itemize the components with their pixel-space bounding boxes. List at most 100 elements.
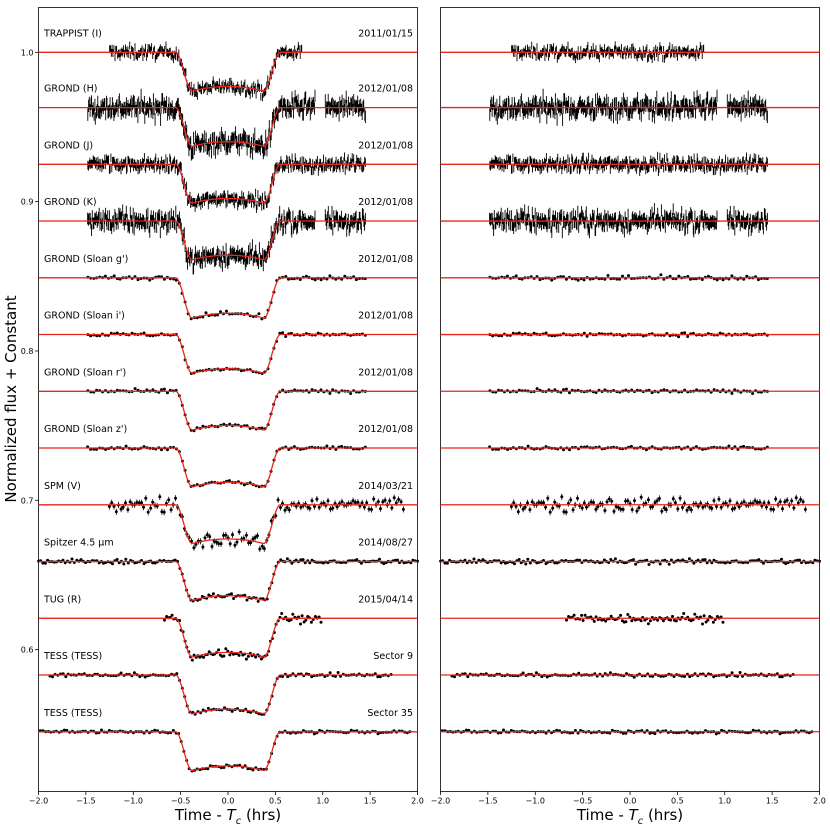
residual-point xyxy=(648,619,652,623)
light-curve xyxy=(38,387,418,433)
residual-point xyxy=(580,506,584,510)
residual-point xyxy=(472,557,476,561)
data-point xyxy=(381,500,385,504)
data-point xyxy=(143,675,147,679)
residual-point xyxy=(673,501,677,505)
residual-point xyxy=(733,388,737,392)
residual-point xyxy=(717,497,721,501)
data-point xyxy=(115,331,119,335)
data-point xyxy=(299,558,303,562)
data-point xyxy=(225,309,228,313)
residual-point xyxy=(603,277,607,281)
residual-point xyxy=(521,671,525,675)
residual-point xyxy=(596,505,600,509)
data-point xyxy=(142,505,146,509)
data-point xyxy=(231,533,234,537)
x-axis-label-right: Time - Tc (hrs) xyxy=(576,806,683,827)
data-point xyxy=(331,388,335,392)
residual-point xyxy=(633,499,636,503)
data-point xyxy=(174,278,178,282)
residual-point xyxy=(647,563,651,566)
data-point xyxy=(286,675,290,679)
residual-point xyxy=(572,613,576,617)
data-point xyxy=(300,614,304,618)
residual-point xyxy=(730,274,734,278)
residual-point xyxy=(619,507,623,511)
residual-point xyxy=(785,498,789,502)
data-point xyxy=(158,495,162,499)
residual-point xyxy=(607,497,611,501)
residual-point xyxy=(767,501,771,505)
light-curve-date: Sector 35 xyxy=(367,708,413,719)
x-tick-label: −2.0 xyxy=(29,797,48,806)
x-tick-label: 1.0 xyxy=(316,797,329,806)
data-point xyxy=(175,672,179,676)
transit-model-line xyxy=(38,560,418,601)
data-point xyxy=(126,508,130,512)
residual-point xyxy=(780,675,784,679)
residual-point xyxy=(721,620,725,624)
residual-point xyxy=(612,509,616,513)
residual-point xyxy=(594,507,598,511)
x-tick-label: −1.0 xyxy=(526,797,545,806)
residual-point xyxy=(676,507,680,511)
residual-point xyxy=(742,277,746,281)
residual-curve xyxy=(440,331,820,339)
residual-point xyxy=(466,675,470,679)
data-point xyxy=(246,654,250,658)
light-curve xyxy=(38,41,418,102)
data-point xyxy=(353,501,357,505)
data-point xyxy=(190,658,194,662)
data-point xyxy=(114,510,118,514)
data-point xyxy=(136,278,140,282)
residual-point xyxy=(605,500,609,504)
light-curve-name: TRAPPIST (I) xyxy=(43,28,102,39)
data-point xyxy=(62,728,66,732)
light-curve-date: 2012/01/08 xyxy=(358,311,413,322)
data-point xyxy=(233,543,237,547)
data-point xyxy=(144,496,148,500)
data-point xyxy=(244,657,248,661)
data-point xyxy=(133,387,137,391)
residual-point xyxy=(577,671,581,675)
light-curve xyxy=(38,493,418,553)
residual-point xyxy=(548,510,552,514)
residual-point xyxy=(553,500,557,504)
data-point xyxy=(146,510,150,514)
residual-point xyxy=(534,671,538,675)
residual-point xyxy=(608,671,612,675)
data-point xyxy=(401,507,405,511)
data-point xyxy=(399,500,403,504)
data-point xyxy=(128,500,132,504)
residual-point xyxy=(669,558,673,562)
data-point xyxy=(382,562,386,566)
data-point xyxy=(322,501,326,505)
transit-model-line xyxy=(38,51,418,92)
residual-point xyxy=(783,500,787,504)
data-point xyxy=(312,732,316,736)
data-point xyxy=(349,728,353,732)
residual-point xyxy=(637,506,641,510)
residual-point xyxy=(630,508,634,512)
residual-point xyxy=(528,561,532,565)
residual-point xyxy=(662,388,666,392)
data-point xyxy=(228,653,232,657)
residual-point xyxy=(445,561,449,565)
data-point xyxy=(224,647,228,651)
data-point xyxy=(160,510,164,514)
data-point xyxy=(202,655,206,659)
data-point xyxy=(235,540,239,544)
residual-point xyxy=(582,278,586,282)
light-curve-name: GROND (Sloan g') xyxy=(44,254,128,265)
residual-point xyxy=(742,444,746,448)
x-tick-label: −1.5 xyxy=(478,797,497,806)
data-point xyxy=(222,766,226,769)
data-point xyxy=(41,561,45,565)
data-point xyxy=(103,274,107,278)
residual-point xyxy=(545,675,549,679)
residual-point xyxy=(683,331,687,335)
residual-point xyxy=(617,506,621,510)
light-curve-name: GROND (K) xyxy=(44,197,97,208)
data-point xyxy=(219,310,222,314)
y-tick-label: 0.6 xyxy=(21,646,34,655)
